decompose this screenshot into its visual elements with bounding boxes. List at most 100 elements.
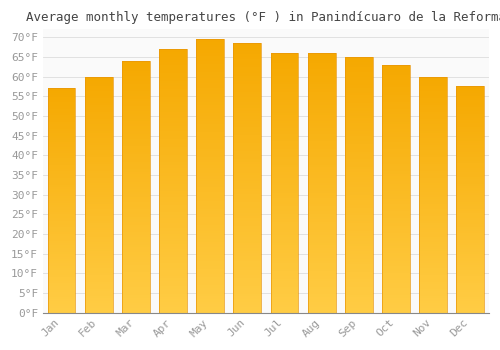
Bar [85, 220, 112, 223]
Bar [48, 100, 76, 102]
Bar [419, 299, 447, 301]
Bar [456, 86, 484, 89]
Bar [234, 178, 262, 181]
Bar [85, 258, 112, 261]
Bar [382, 82, 410, 85]
Bar [270, 230, 298, 232]
Bar [85, 284, 112, 287]
Bar [345, 72, 373, 75]
Bar [159, 215, 187, 218]
Bar [270, 139, 298, 141]
Bar [270, 222, 298, 224]
Bar [345, 95, 373, 98]
Bar [345, 236, 373, 238]
Bar [159, 183, 187, 186]
Bar [456, 206, 484, 209]
Bar [196, 184, 224, 187]
Bar [456, 181, 484, 184]
Bar [159, 162, 187, 165]
Bar [456, 252, 484, 254]
Bar [122, 232, 150, 234]
Bar [456, 150, 484, 152]
Bar [270, 206, 298, 209]
Bar [159, 302, 187, 305]
Bar [48, 176, 76, 178]
Bar [122, 197, 150, 199]
Bar [234, 156, 262, 159]
Bar [196, 80, 224, 83]
Bar [85, 235, 112, 237]
Bar [345, 169, 373, 172]
Bar [234, 310, 262, 313]
Bar [234, 197, 262, 199]
Bar [234, 162, 262, 164]
Bar [419, 110, 447, 112]
Bar [456, 310, 484, 313]
Bar [122, 61, 150, 63]
Bar [456, 170, 484, 173]
Bar [456, 258, 484, 261]
Bar [85, 192, 112, 195]
Bar [196, 176, 224, 179]
Bar [456, 286, 484, 288]
Bar [48, 293, 76, 295]
Bar [234, 130, 262, 132]
Bar [456, 199, 484, 202]
Bar [48, 156, 76, 158]
Bar [456, 306, 484, 308]
Bar [308, 292, 336, 294]
Bar [270, 250, 298, 253]
Bar [456, 213, 484, 215]
Bar [419, 185, 447, 188]
Bar [308, 144, 336, 147]
Bar [48, 118, 76, 120]
Bar [85, 282, 112, 284]
Bar [345, 180, 373, 182]
Bar [48, 274, 76, 277]
Bar [122, 272, 150, 275]
Bar [382, 246, 410, 248]
Bar [270, 79, 298, 82]
Bar [48, 232, 76, 234]
Bar [456, 168, 484, 170]
Bar [382, 248, 410, 251]
Bar [48, 129, 76, 131]
Bar [159, 126, 187, 128]
Bar [308, 141, 336, 144]
Bar [345, 83, 373, 85]
Bar [196, 217, 224, 220]
Bar [456, 238, 484, 240]
Bar [196, 72, 224, 75]
Bar [419, 223, 447, 225]
Bar [122, 177, 150, 179]
Bar [345, 90, 373, 93]
Bar [382, 298, 410, 300]
Bar [122, 255, 150, 257]
Bar [456, 222, 484, 224]
Bar [270, 167, 298, 170]
Bar [196, 198, 224, 201]
Bar [345, 118, 373, 121]
Bar [234, 186, 262, 189]
Bar [85, 112, 112, 114]
Bar [345, 308, 373, 310]
Bar [196, 195, 224, 198]
Bar [234, 105, 262, 108]
Bar [48, 178, 76, 180]
Bar [382, 154, 410, 156]
Bar [345, 100, 373, 103]
Bar [270, 110, 298, 113]
Bar [196, 50, 224, 53]
Bar [48, 241, 76, 243]
Bar [270, 214, 298, 217]
Bar [196, 209, 224, 211]
Bar [419, 308, 447, 310]
Bar [419, 209, 447, 211]
Bar [419, 273, 447, 275]
Bar [308, 307, 336, 310]
Bar [270, 94, 298, 97]
Bar [308, 133, 336, 136]
Bar [48, 223, 76, 225]
Bar [308, 297, 336, 300]
Bar [85, 100, 112, 103]
